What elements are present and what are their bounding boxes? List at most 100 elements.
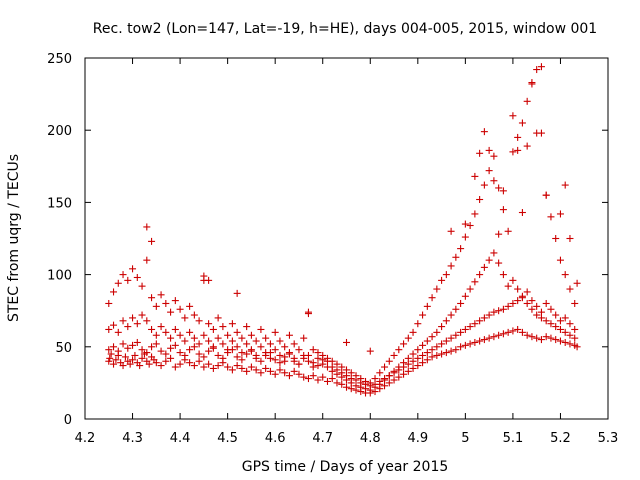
data-point <box>257 369 265 377</box>
data-point <box>266 354 274 362</box>
data-point <box>499 330 507 338</box>
data-point <box>556 337 564 345</box>
data-point <box>162 350 170 358</box>
data-point <box>561 328 569 336</box>
data-point <box>290 367 298 375</box>
data-point <box>471 338 479 346</box>
data-point <box>561 181 569 189</box>
data-point <box>404 367 412 375</box>
data-point <box>395 363 403 371</box>
data-point <box>376 369 384 377</box>
data-point <box>504 227 512 235</box>
data-point <box>447 262 455 270</box>
data-point <box>480 181 488 189</box>
data-point <box>499 271 507 279</box>
y-axis: 0 50 100 150 200 250 <box>47 52 608 428</box>
data-point <box>385 379 393 387</box>
data-point <box>514 133 522 141</box>
data-point <box>186 346 194 354</box>
data-point <box>495 230 503 238</box>
data-point <box>214 334 222 342</box>
data-point <box>499 187 507 195</box>
data-point <box>381 363 389 371</box>
data-point <box>573 343 581 351</box>
y-tick-label: 0 <box>64 413 72 428</box>
data-point <box>190 311 198 319</box>
data-point <box>162 299 170 307</box>
data-point <box>423 337 431 345</box>
data-point <box>314 376 322 384</box>
data-point <box>133 273 141 281</box>
data-point <box>547 213 555 221</box>
data-point <box>190 334 198 342</box>
data-point <box>573 279 581 287</box>
data-point <box>471 172 479 180</box>
data-point <box>112 356 120 364</box>
data-point <box>566 285 574 293</box>
data-point <box>561 271 569 279</box>
data-point <box>157 362 165 370</box>
data-point <box>200 353 208 361</box>
data-point <box>561 338 569 346</box>
data-point <box>205 360 213 368</box>
x-axis-label: GPS time / Days of year 2015 <box>242 459 449 475</box>
data-point <box>129 314 137 322</box>
data-point <box>414 362 422 370</box>
data-point <box>276 351 284 359</box>
data-point <box>214 351 222 359</box>
data-point <box>323 354 331 362</box>
data-point <box>509 299 517 307</box>
data-point <box>124 323 132 331</box>
data-point <box>338 373 346 381</box>
data-point <box>152 340 160 348</box>
data-point <box>466 222 474 230</box>
data-point <box>190 362 198 370</box>
data-point <box>423 356 431 364</box>
data-point <box>533 129 541 137</box>
data-point <box>262 364 270 372</box>
data-point <box>143 349 151 357</box>
data-point <box>124 344 132 352</box>
data-point <box>205 320 213 328</box>
x-tick-label: 4.4 <box>170 431 191 446</box>
data-point <box>167 354 175 362</box>
data-point <box>228 366 236 374</box>
data-point <box>114 347 122 355</box>
data-point <box>471 320 479 328</box>
data-point <box>138 282 146 290</box>
data-point <box>157 291 165 299</box>
x-tick-label: 4.9 <box>407 431 428 446</box>
data-point <box>271 370 279 378</box>
data-point <box>357 383 365 391</box>
data-point <box>309 363 317 371</box>
data-point <box>243 350 251 358</box>
data-point <box>537 63 545 71</box>
data-point <box>357 375 365 383</box>
data-point <box>518 328 526 336</box>
data-point <box>247 346 255 354</box>
y-axis-label: STEC from uqrg / TECUs <box>6 154 22 322</box>
data-point <box>343 376 350 384</box>
data-point <box>552 336 560 344</box>
data-point <box>314 349 322 357</box>
data-point <box>409 328 417 336</box>
data-point <box>461 220 469 228</box>
data-point <box>400 370 408 378</box>
data-point <box>428 294 436 302</box>
data-point <box>252 337 260 345</box>
x-tick-label: 5.1 <box>503 431 524 446</box>
data-point <box>509 112 517 120</box>
data-point <box>447 227 455 235</box>
x-tick-label: 5 <box>461 431 469 446</box>
data-point <box>323 377 331 385</box>
data-point <box>504 282 512 290</box>
data-point <box>257 325 265 333</box>
data-point <box>124 276 132 284</box>
data-point <box>428 346 436 354</box>
x-tick-label: 4.6 <box>265 431 286 446</box>
data-point <box>552 323 560 331</box>
data-point <box>433 343 441 351</box>
data-point <box>271 346 279 354</box>
data-point <box>309 346 317 354</box>
data-point <box>490 249 498 257</box>
